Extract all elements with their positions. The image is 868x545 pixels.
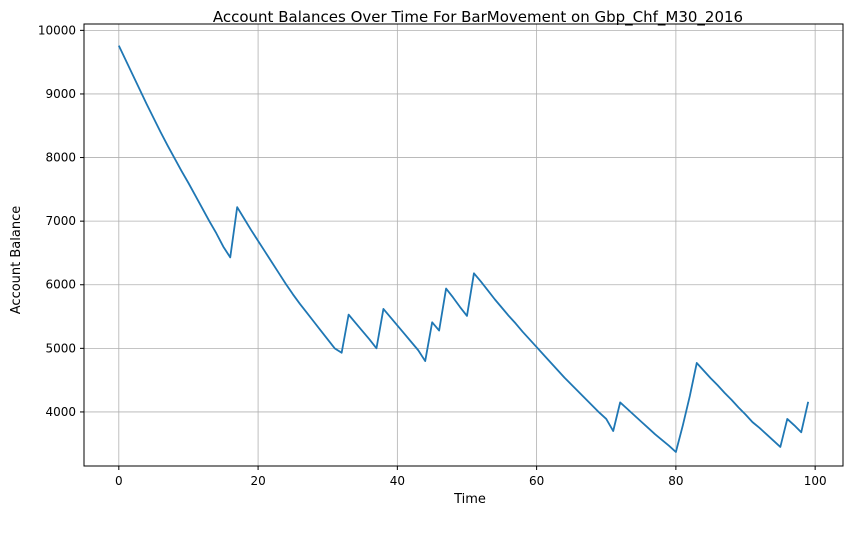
x-tick-label: 80: [668, 474, 683, 488]
x-tick-label: 60: [529, 474, 544, 488]
y-tick-label: 6000: [45, 278, 76, 292]
series-layer: [118, 45, 810, 453]
x-tick-label: 0: [115, 474, 123, 488]
y-tick-label: 4000: [45, 405, 76, 419]
x-tick-label: 20: [250, 474, 265, 488]
x-axis-label: Time: [453, 492, 486, 507]
y-tick-label: 7000: [45, 214, 76, 228]
plot-frame: [83, 23, 844, 467]
y-tick-label: 5000: [45, 341, 76, 355]
x-tick-label: 40: [390, 474, 405, 488]
x-tick-label: 100: [804, 474, 827, 488]
y-tick-label: 8000: [45, 151, 76, 165]
axis-ticks: 0 20 40 60 80 100 4000 5000 6000 7000 8000 9000 1000…: [38, 23, 827, 488]
y-axis-label: Account Balance: [9, 206, 24, 314]
balance-series-line: [118, 45, 810, 453]
y-tick-label: 9000: [45, 87, 76, 101]
chart-title: Account Balances Over Time For BarMoveme…: [213, 8, 743, 27]
y-tick-label: 10000: [38, 23, 76, 37]
grid-lines: [84, 24, 843, 466]
